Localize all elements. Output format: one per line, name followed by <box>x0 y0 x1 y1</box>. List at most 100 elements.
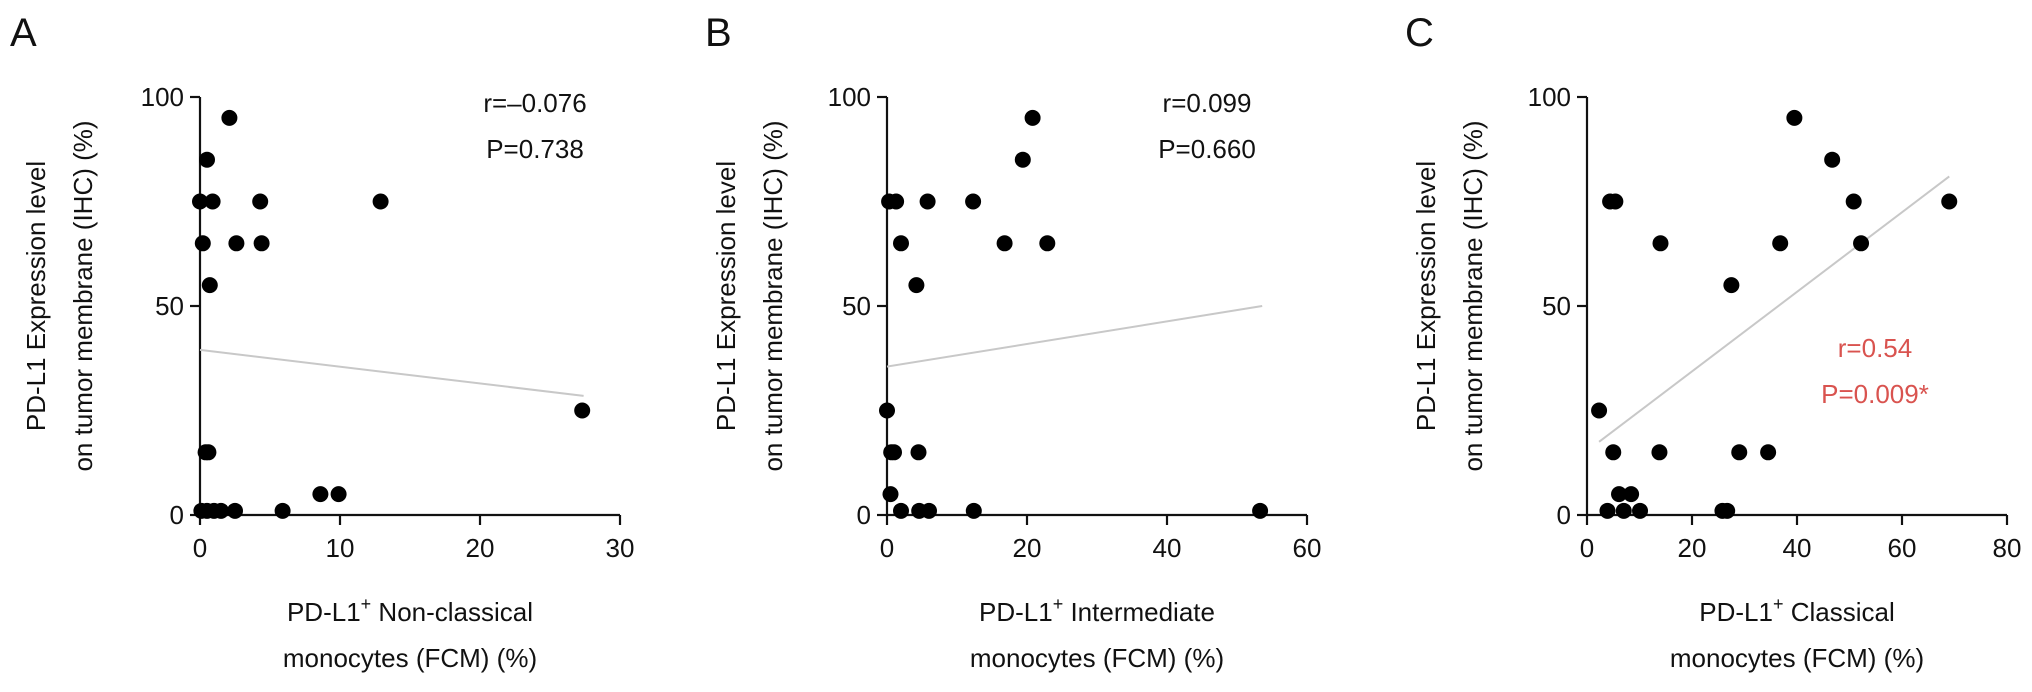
data-point <box>1611 486 1628 503</box>
x-tick-label: 60 <box>1888 533 1917 563</box>
data-point <box>1605 444 1622 461</box>
data-point <box>200 444 217 461</box>
data-point <box>1723 277 1740 294</box>
y-axis-title: PD-L1 Expression level <box>1411 161 1441 431</box>
regression-line <box>886 305 1263 368</box>
x-axis-title: monocytes (FCM) (%) <box>1670 643 1924 673</box>
x-axis-title: PD-L1+ Non-classical <box>287 594 533 627</box>
panel-a: A 0 50 100 0 10 20 30 PD-L1 Expression level on t… <box>10 11 634 673</box>
data-point <box>1014 151 1031 168</box>
data-point <box>1599 502 1616 519</box>
data-point <box>893 235 909 252</box>
panel-b: B 0 50 100 0 20 40 60 PD-L1 Expression level on t… <box>705 11 1321 673</box>
data-point <box>1607 193 1624 210</box>
y-tick-label: 50 <box>1542 291 1571 321</box>
data-point <box>1845 193 1862 210</box>
data-point <box>1615 502 1632 519</box>
regression-line <box>199 348 584 397</box>
correlation-r-label: r=0.54 <box>1838 333 1912 363</box>
data-point <box>910 444 927 461</box>
data-point <box>886 444 902 461</box>
data-point <box>1786 109 1803 126</box>
y-tick-label: 100 <box>1528 82 1571 112</box>
panel-letter: C <box>1405 11 1434 55</box>
data-point <box>274 502 291 519</box>
data-point <box>1252 502 1269 519</box>
data-point <box>312 486 329 503</box>
data-point <box>199 151 215 168</box>
x-tick-label: 20 <box>466 533 495 563</box>
x-tick-label: 20 <box>1013 533 1042 563</box>
y-axis-title: on tumor membrane (IHC) (%) <box>68 120 98 471</box>
data-point <box>919 193 936 210</box>
data-point <box>194 235 211 252</box>
data-point <box>921 502 937 519</box>
data-point <box>965 193 982 210</box>
x-tick-label: 40 <box>1153 533 1182 563</box>
data-point <box>228 235 245 252</box>
data-point <box>253 235 270 252</box>
data-point <box>227 502 243 519</box>
data-point <box>1760 444 1777 461</box>
correlation-r-label: r=–0.076 <box>483 88 586 118</box>
data-point <box>1772 235 1789 252</box>
data-point <box>1941 193 1958 210</box>
data-point <box>1652 235 1669 252</box>
p-value-label: P=0.738 <box>486 134 584 164</box>
y-axis-title: on tumor membrane (IHC) (%) <box>758 120 788 471</box>
data-point <box>213 502 229 519</box>
data-point <box>201 277 218 294</box>
data-point <box>893 502 909 519</box>
data-point <box>1039 235 1056 252</box>
x-axis-title: PD-L1+ Classical <box>1699 594 1894 627</box>
x-axis-title: monocytes (FCM) (%) <box>283 643 537 673</box>
panel-c: C 0 50 100 0 20 40 60 80 PD-L1 Expression level on… <box>1405 11 2021 673</box>
x-tick-label: 10 <box>326 533 355 563</box>
y-tick-label: 100 <box>828 82 871 112</box>
x-tick-label: 40 <box>1783 533 1812 563</box>
data-point <box>1623 486 1640 503</box>
y-tick-label: 100 <box>141 82 184 112</box>
data-point <box>1731 444 1748 461</box>
data-point <box>882 486 899 503</box>
y-tick-label: 50 <box>155 291 184 321</box>
data-point <box>879 402 895 419</box>
data-point <box>1651 444 1668 461</box>
p-value-label: P=0.009* <box>1821 379 1929 409</box>
data-point <box>192 193 208 210</box>
data-point <box>1853 235 1870 252</box>
data-point <box>888 193 905 210</box>
data-point <box>1719 502 1736 519</box>
y-axis-title: PD-L1 Expression level <box>21 161 51 431</box>
x-tick-label: 30 <box>606 533 635 563</box>
x-tick-label: 60 <box>1293 533 1322 563</box>
x-tick-label: 80 <box>1993 533 2022 563</box>
data-point <box>908 277 925 294</box>
x-tick-label: 20 <box>1678 533 1707 563</box>
data-point <box>965 502 982 519</box>
regression-line <box>1598 175 1950 443</box>
x-axis-title: monocytes (FCM) (%) <box>970 643 1224 673</box>
y-tick-label: 0 <box>170 500 184 530</box>
y-tick-label: 0 <box>1557 500 1571 530</box>
y-tick-label: 50 <box>842 291 871 321</box>
panel-letter: A <box>10 11 37 55</box>
data-point <box>330 486 347 503</box>
data-point <box>574 402 591 419</box>
x-tick-label: 0 <box>193 533 207 563</box>
data-point <box>1591 402 1608 419</box>
data-point <box>996 235 1013 252</box>
data-point <box>204 193 221 210</box>
x-tick-label: 0 <box>880 533 894 563</box>
panel-letter: B <box>705 11 732 55</box>
data-point <box>1824 151 1841 168</box>
data-point <box>1024 109 1041 126</box>
y-tick-label: 0 <box>857 500 871 530</box>
data-point <box>372 193 389 210</box>
p-value-label: P=0.660 <box>1158 134 1256 164</box>
x-tick-label: 0 <box>1580 533 1594 563</box>
y-axis-title: PD-L1 Expression level <box>711 161 741 431</box>
data-point <box>1632 502 1649 519</box>
